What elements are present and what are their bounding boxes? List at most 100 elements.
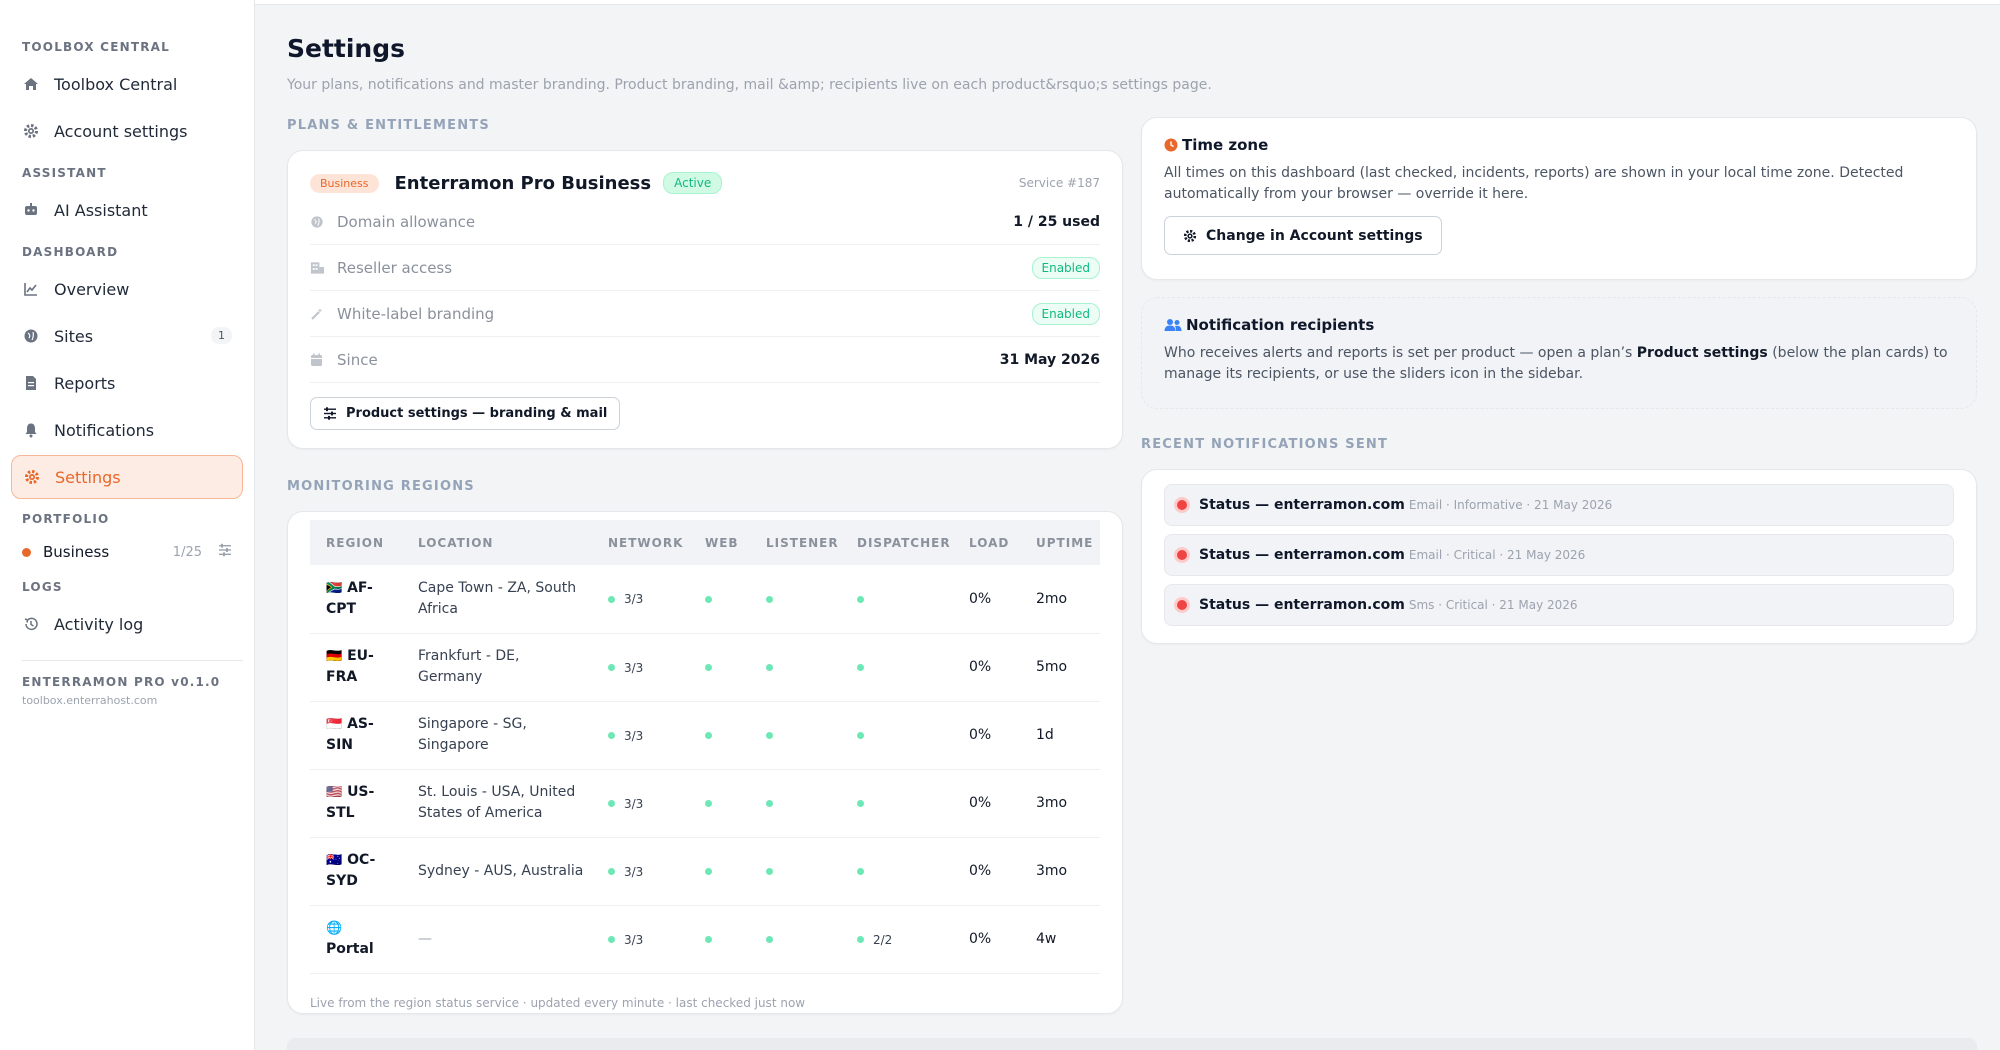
list-item[interactable]: Status — enterramon.com Email · Critical… — [1164, 534, 1954, 576]
table-row: 🇩🇪 EU- FRA Frankfurt - DE, Germany 3/3 0% … — [310, 633, 1100, 702]
status-dot — [1177, 500, 1187, 510]
sidebar-item-label: Overview — [54, 279, 130, 299]
portfolio-item-business[interactable]: Business 1/25 — [11, 534, 243, 570]
column-header: DISPATCHER — [841, 520, 953, 565]
status-dot — [766, 800, 773, 807]
product-settings-link[interactable]: Product settings — [1636, 345, 1768, 361]
gear-icon — [1183, 229, 1197, 243]
location: Cape Town - ZA, South — [418, 579, 577, 596]
enabled-badge: Enabled — [1031, 302, 1100, 325]
sidebar: TOOLBOX CENTRAL Toolbox Central Account … — [0, 0, 255, 1050]
location-line2: Germany — [418, 669, 483, 685]
region-code-suffix: SYD — [326, 873, 358, 889]
status-dot — [766, 868, 773, 875]
status-dot — [608, 936, 615, 943]
region-code: EU- — [347, 648, 374, 664]
notification-title: Status — enterramon.com — [1199, 597, 1405, 613]
notification-title: Status — enterramon.com — [1199, 547, 1405, 563]
uptime-value: 1d — [1020, 701, 1100, 770]
sidebar-item-account-settings[interactable]: Account settings — [11, 109, 243, 153]
recipients-title-text: Notification recipients — [1186, 316, 1375, 334]
sidebar-item-label: Account settings — [54, 121, 188, 141]
recent-notifications-card: Status — enterramon.com Email · Informat… — [1141, 469, 1977, 644]
sidebar-section-title: DASHBOARD — [22, 245, 119, 259]
flag-za: 🇿🇦 — [326, 580, 343, 596]
column-header: LOCATION — [402, 520, 592, 565]
column-header: LOAD — [953, 520, 1020, 565]
file-icon — [22, 374, 40, 392]
status-dot — [705, 936, 712, 943]
load-value: 0% — [953, 905, 1020, 974]
plan-row-label: White-label branding — [337, 304, 495, 323]
column-header: NETWORK — [592, 520, 689, 565]
location-line2: Africa — [418, 600, 458, 617]
sites-count-badge: 1 — [211, 327, 232, 344]
recipients-text-part: Who receives alerts and reports is set p… — [1164, 345, 1637, 361]
sidebar-item-label: Reports — [54, 373, 116, 393]
location: — — [418, 930, 432, 947]
home-icon — [22, 75, 40, 93]
plan-row-since: Since 31 May 2026 — [310, 337, 1100, 383]
bell-icon — [22, 421, 40, 439]
monitoring-table: REGION LOCATION NETWORK WEB LISTENER DIS… — [310, 520, 1100, 974]
location: St. Louis - USA, United — [418, 784, 576, 800]
timezone-card: Time zone All times on this dashboard (l… — [1141, 117, 1977, 280]
plan-card: Business Enterramon Pro Business Active … — [287, 150, 1123, 449]
sidebar-section-title: ASSISTANT — [22, 166, 107, 180]
sidebar-item-activity-log[interactable]: Activity log — [11, 602, 243, 646]
load-value: 0% — [953, 701, 1020, 770]
status-dot — [766, 595, 773, 603]
sidebar-item-toolbox-central[interactable]: Toolbox Central — [11, 62, 243, 106]
sidebar-item-sites[interactable]: Sites 1 — [11, 314, 243, 358]
column-header: UPTIME — [1020, 520, 1100, 565]
sidebar-section-title: LOGS — [22, 580, 63, 594]
uptime-value: 3mo — [1020, 769, 1100, 838]
recipients-text: Who receives alerts and reports is set p… — [1164, 343, 1954, 385]
change-account-settings-button[interactable]: Change in Account settings — [1164, 216, 1442, 255]
sidebar-item-reports[interactable]: Reports — [11, 361, 243, 405]
uptime-value: 2mo — [1020, 565, 1100, 634]
status-dot — [705, 664, 712, 671]
load-value: 0% — [953, 837, 1020, 906]
flag-de: 🇩🇪 — [326, 649, 343, 664]
sidebar-item-notifications[interactable]: Notifications — [11, 408, 243, 452]
globe-icon: 🌐 — [326, 921, 343, 936]
plan-row-reseller-access: Reseller access Enabled — [310, 245, 1100, 291]
sidebar-item-label: AI Assistant — [54, 200, 148, 220]
product-settings-button[interactable]: Product settings — branding & mail — [310, 397, 621, 430]
sidebar-item-settings[interactable]: Settings — [11, 455, 243, 499]
tier-badge: Business — [310, 173, 379, 193]
status-dot — [766, 936, 773, 943]
region-code: AF- — [347, 579, 373, 596]
portfolio-item-count: 1/25 — [172, 544, 202, 560]
status-dot — [857, 595, 864, 603]
monitoring-section-label: MONITORING REGIONS — [287, 479, 475, 494]
flag-sg: 🇸🇬 — [326, 717, 343, 732]
status-dot — [608, 664, 615, 671]
status-dot — [766, 732, 773, 739]
status-dot — [857, 800, 864, 807]
sliders-icon[interactable] — [218, 543, 232, 561]
status-dot — [22, 547, 31, 557]
list-item[interactable]: Status — enterramon.com Email · Informat… — [1164, 484, 1954, 526]
plan-row-label: Domain allowance — [337, 212, 476, 231]
sidebar-item-overview[interactable]: Overview — [11, 267, 243, 311]
calendar-icon — [310, 352, 326, 368]
location: Sydney - AUS, Australia — [418, 862, 584, 879]
status-dot — [857, 664, 864, 671]
globe-icon — [22, 327, 40, 345]
status-dot — [608, 800, 615, 807]
network-status: 3/3 — [624, 864, 644, 879]
plan-row-value: 31 May 2026 — [999, 351, 1100, 368]
sidebar-item-ai-assistant[interactable]: AI Assistant — [11, 188, 243, 232]
list-item[interactable]: Status — enterramon.com Sms · Critical ·… — [1164, 584, 1954, 626]
sidebar-item-label: Activity log — [54, 614, 144, 634]
sidebar-section-title: TOOLBOX CENTRAL — [22, 40, 170, 54]
plan-row-label: Since — [337, 350, 378, 369]
location: Singapore - SG, — [418, 716, 527, 732]
uptime-value: 4w — [1020, 905, 1100, 974]
plan-header: Business Enterramon Pro Business Active … — [310, 167, 1100, 199]
status-dot — [608, 732, 615, 739]
recipients-title: Notification recipients — [1164, 316, 1954, 334]
location-line2: States of America — [418, 805, 543, 821]
